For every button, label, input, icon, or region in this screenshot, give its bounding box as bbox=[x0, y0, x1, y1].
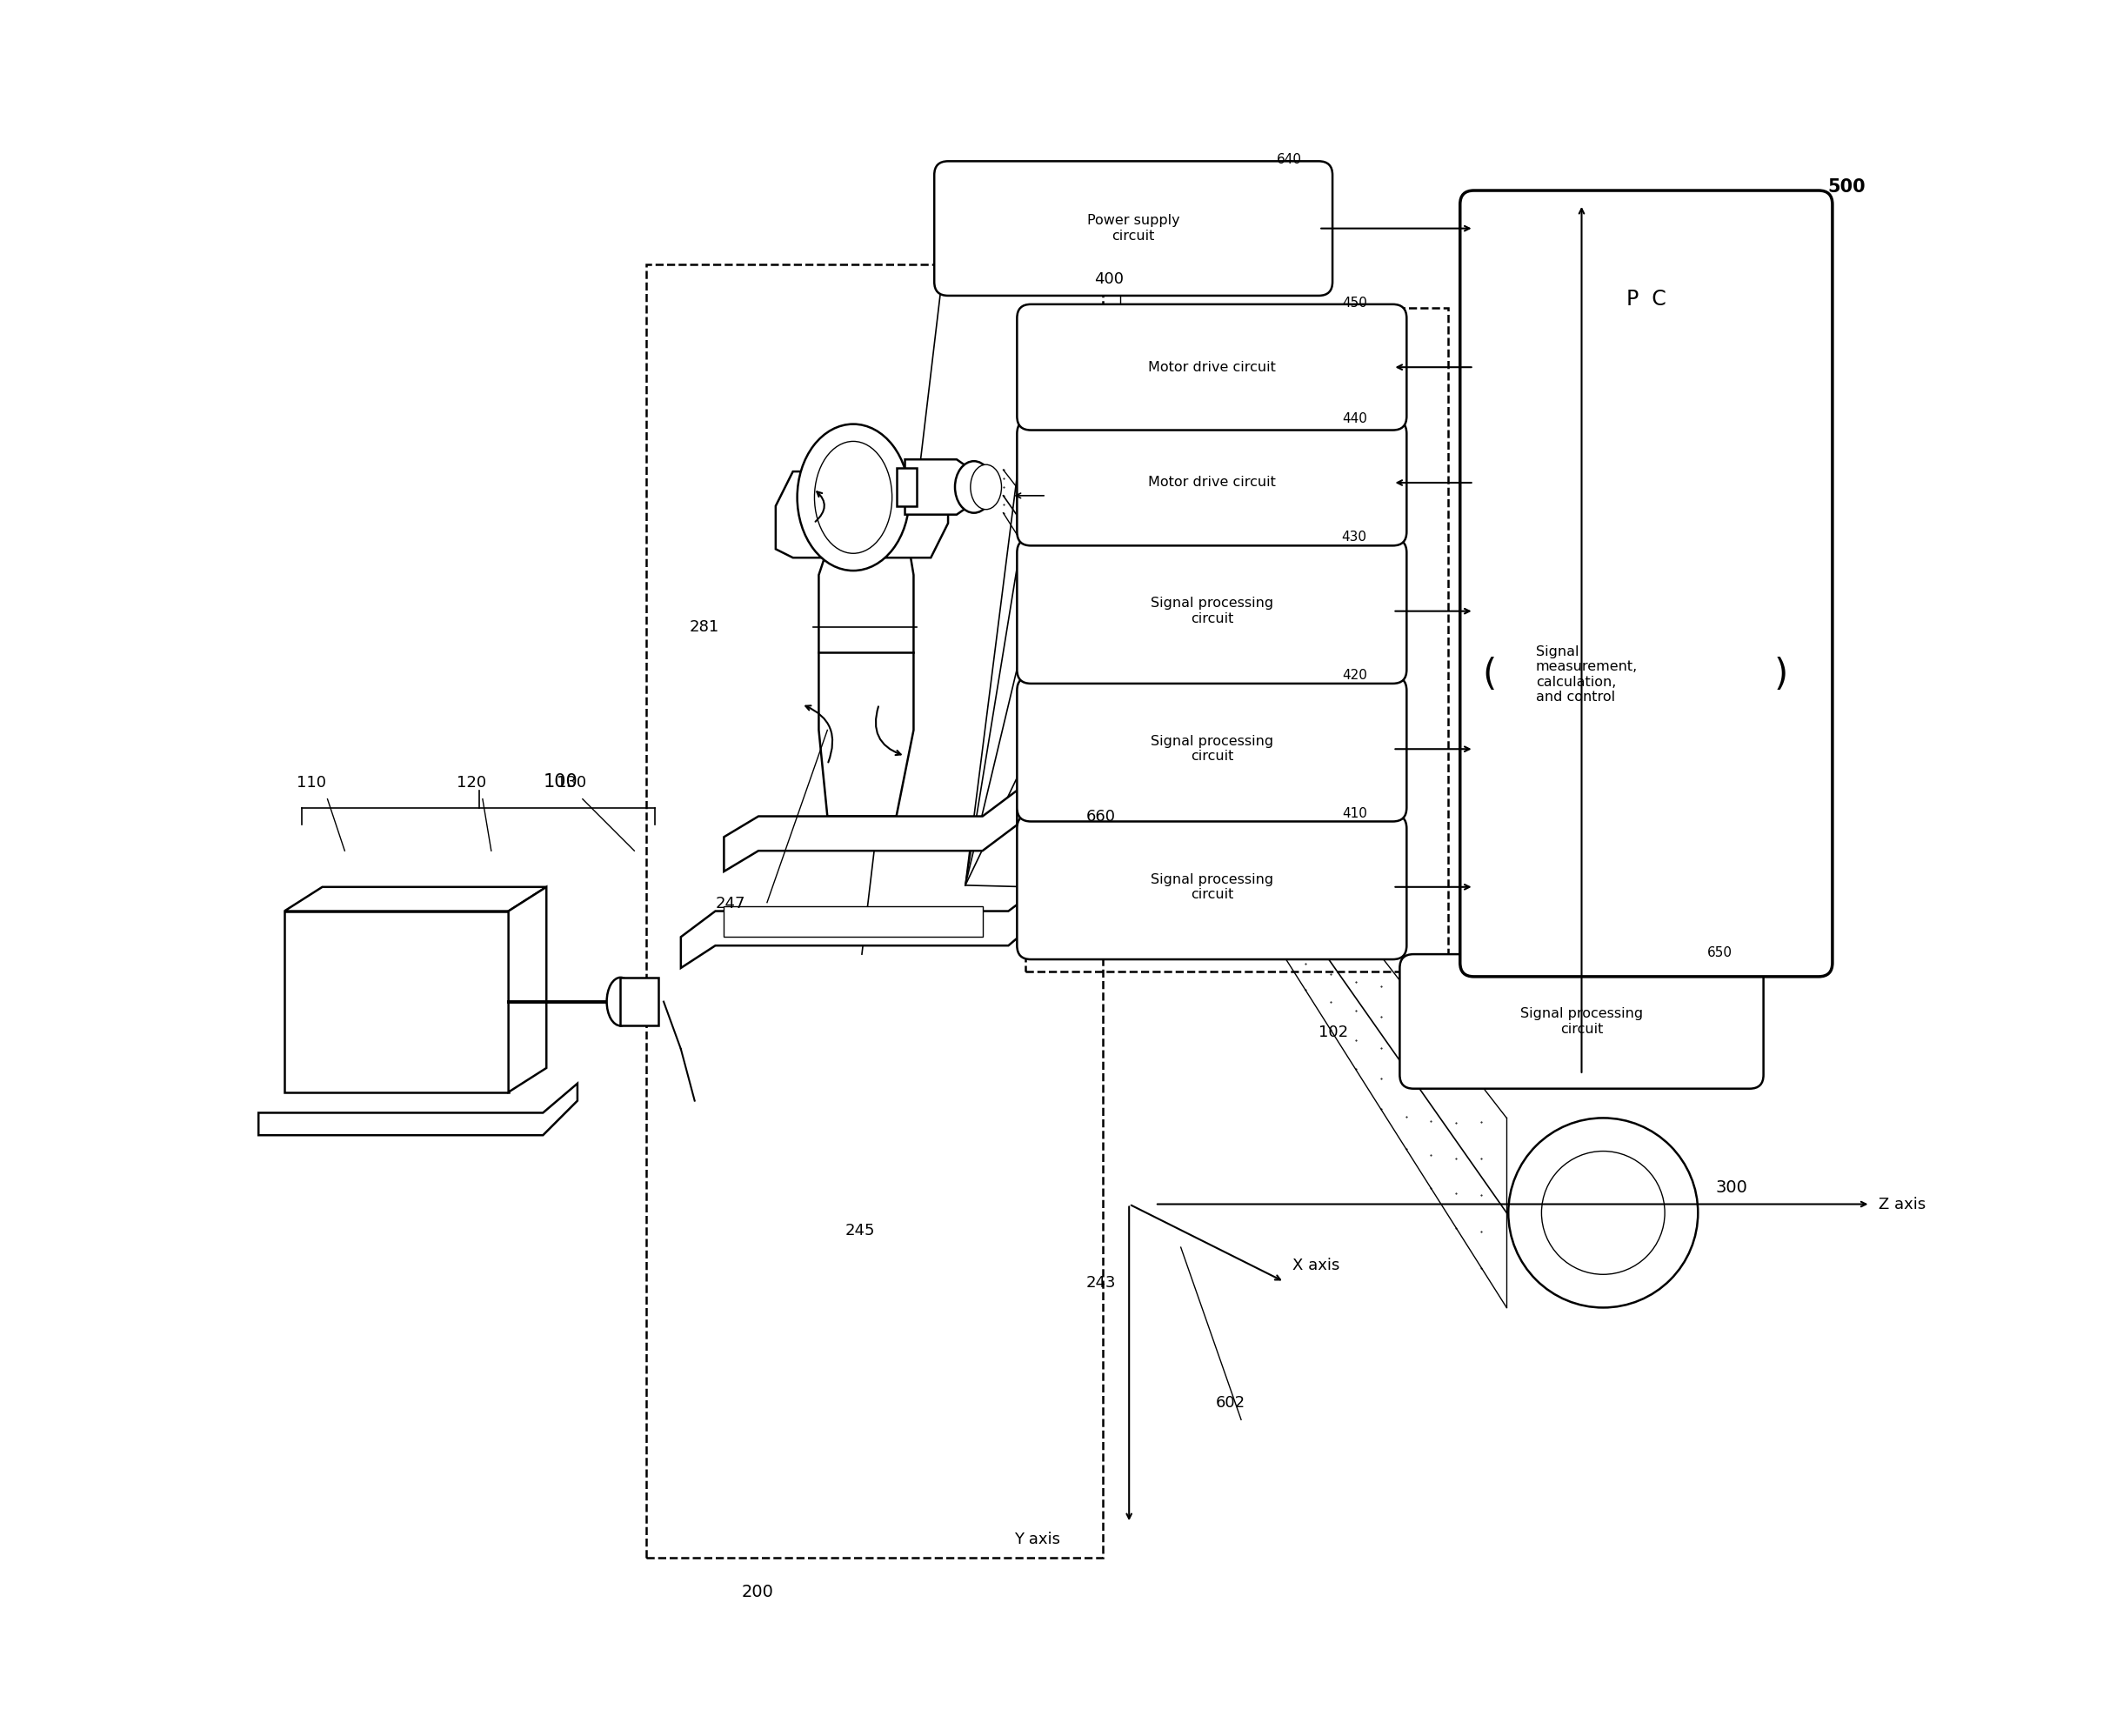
Text: 110: 110 bbox=[297, 774, 326, 790]
FancyBboxPatch shape bbox=[1018, 420, 1407, 545]
Text: 130: 130 bbox=[557, 774, 587, 790]
Text: 430: 430 bbox=[1342, 531, 1367, 543]
Text: Signal processing
circuit: Signal processing circuit bbox=[1150, 734, 1272, 764]
Text: Signal processing
circuit: Signal processing circuit bbox=[1150, 597, 1272, 625]
FancyBboxPatch shape bbox=[934, 161, 1333, 295]
Text: 100: 100 bbox=[543, 773, 578, 790]
Text: 120: 120 bbox=[456, 774, 486, 790]
Text: 300: 300 bbox=[1716, 1179, 1748, 1196]
Ellipse shape bbox=[955, 462, 993, 512]
Text: 440: 440 bbox=[1342, 411, 1367, 425]
Bar bbox=[1026, 307, 1449, 972]
FancyBboxPatch shape bbox=[1018, 538, 1407, 684]
Text: Signal processing
circuit: Signal processing circuit bbox=[1520, 1007, 1642, 1035]
Polygon shape bbox=[818, 523, 913, 816]
Ellipse shape bbox=[969, 465, 1001, 509]
Text: Motor drive circuit: Motor drive circuit bbox=[1148, 361, 1277, 373]
Text: 281: 281 bbox=[690, 620, 719, 635]
Text: 602: 602 bbox=[1216, 1396, 1245, 1411]
Text: 400: 400 bbox=[1094, 271, 1125, 286]
Polygon shape bbox=[723, 790, 1018, 871]
Text: Power supply
circuit: Power supply circuit bbox=[1087, 214, 1180, 243]
Text: 102: 102 bbox=[1319, 1024, 1348, 1040]
Bar bbox=[896, 469, 917, 505]
Text: 660: 660 bbox=[1085, 809, 1115, 825]
Text: (: ( bbox=[1483, 656, 1497, 693]
Polygon shape bbox=[509, 887, 547, 1092]
Text: Z axis: Z axis bbox=[1878, 1196, 1926, 1212]
Text: 245: 245 bbox=[845, 1222, 875, 1240]
Text: P  C: P C bbox=[1626, 288, 1666, 309]
Text: 500: 500 bbox=[1828, 179, 1865, 196]
Text: 243: 243 bbox=[1085, 1274, 1117, 1290]
Text: Signal
measurement,
calculation,
and control: Signal measurement, calculation, and con… bbox=[1535, 646, 1638, 703]
FancyBboxPatch shape bbox=[1018, 814, 1407, 960]
Bar bbox=[620, 977, 658, 1026]
Text: 420: 420 bbox=[1342, 668, 1367, 682]
Text: X axis: X axis bbox=[1293, 1257, 1340, 1272]
Text: Motor drive circuit: Motor drive circuit bbox=[1148, 476, 1277, 490]
Ellipse shape bbox=[797, 424, 908, 571]
FancyBboxPatch shape bbox=[1018, 304, 1407, 431]
FancyBboxPatch shape bbox=[1459, 191, 1832, 977]
FancyBboxPatch shape bbox=[1018, 677, 1407, 821]
Bar bbox=[284, 911, 509, 1092]
Ellipse shape bbox=[608, 977, 635, 1026]
Text: 410: 410 bbox=[1342, 807, 1367, 819]
Text: 650: 650 bbox=[1708, 946, 1733, 960]
Polygon shape bbox=[776, 472, 948, 557]
Ellipse shape bbox=[814, 441, 892, 554]
Text: Y axis: Y axis bbox=[1014, 1531, 1060, 1547]
Text: 640: 640 bbox=[1277, 153, 1302, 167]
Text: 450: 450 bbox=[1342, 297, 1367, 309]
Polygon shape bbox=[284, 887, 547, 911]
FancyBboxPatch shape bbox=[1401, 955, 1764, 1088]
Text: 247: 247 bbox=[715, 896, 744, 911]
Polygon shape bbox=[681, 885, 1043, 969]
Polygon shape bbox=[904, 460, 974, 514]
Polygon shape bbox=[723, 906, 982, 937]
Bar bbox=[646, 264, 1104, 1557]
Text: Signal processing
circuit: Signal processing circuit bbox=[1150, 873, 1272, 901]
Polygon shape bbox=[259, 1083, 578, 1135]
Text: 200: 200 bbox=[740, 1585, 774, 1601]
Text: ): ) bbox=[1773, 656, 1788, 693]
